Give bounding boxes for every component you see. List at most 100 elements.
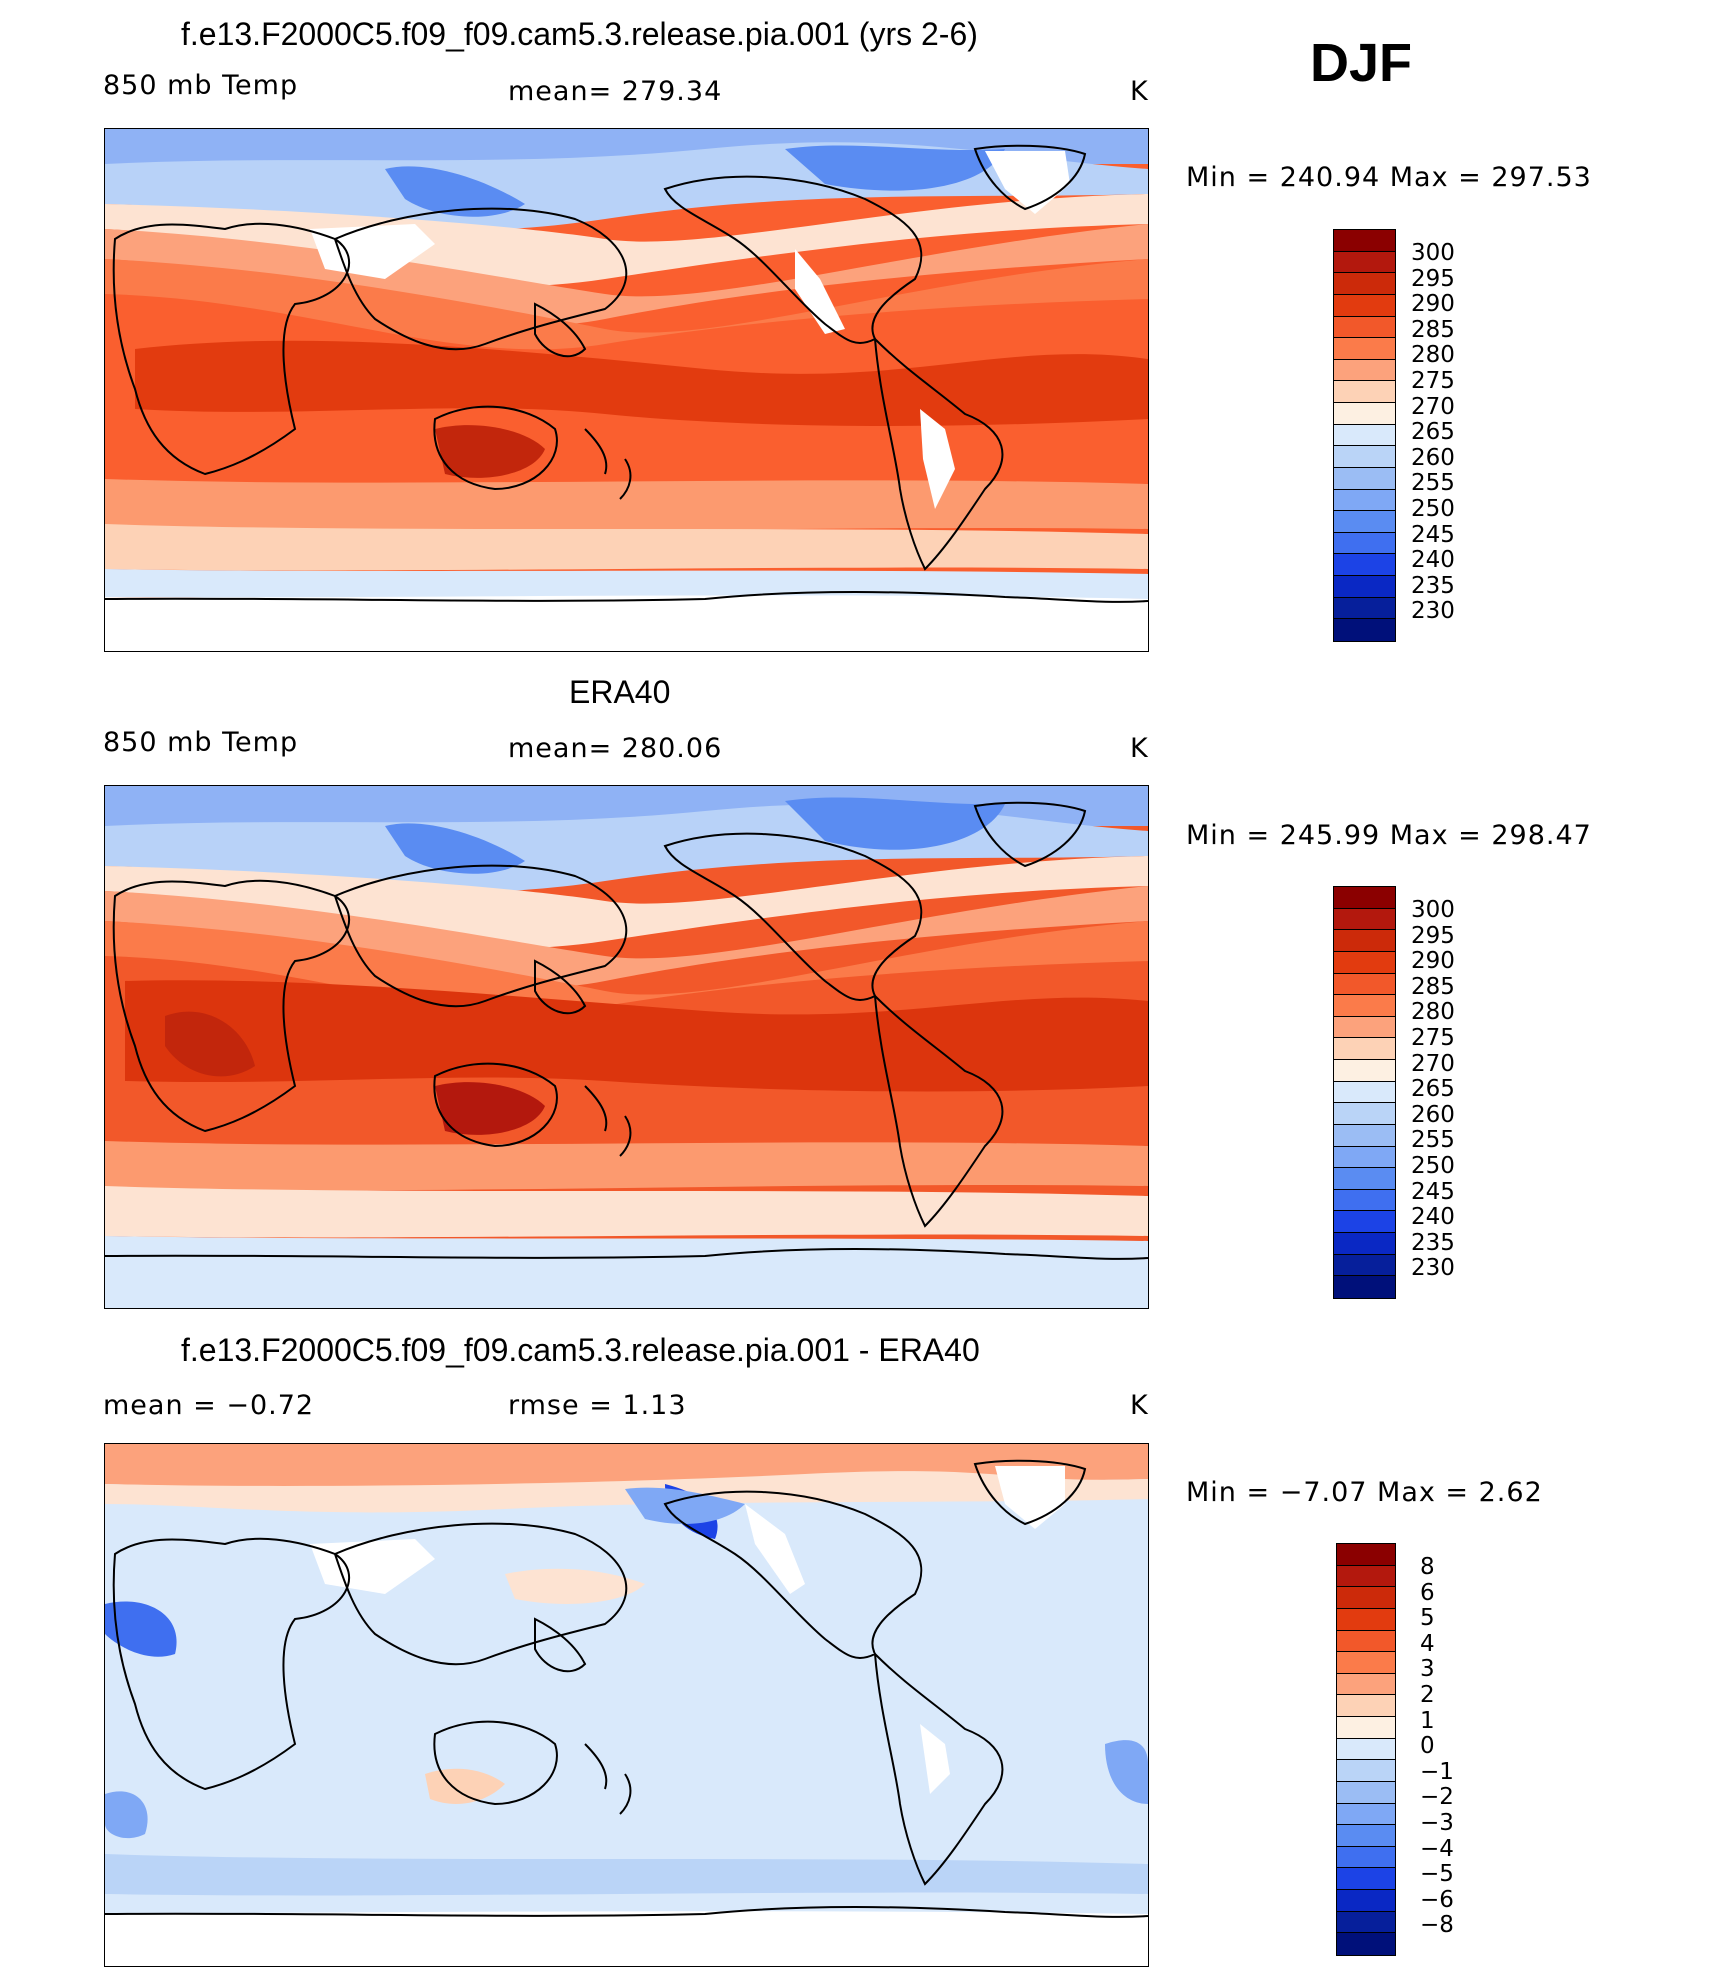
panel-2-units-label: K — [1130, 733, 1149, 764]
colorbar-swatch — [1337, 1911, 1395, 1934]
panel-3-map — [104, 1443, 1149, 1967]
colorbar-tick-label: 235 — [1411, 572, 1455, 599]
colorbar-swatch — [1337, 1868, 1395, 1890]
colorbar-swatch — [1337, 1587, 1395, 1609]
colorbar-tick-label: 285 — [1411, 973, 1455, 1000]
panel-3-colorbar-cells — [1337, 1544, 1395, 1955]
colorbar-swatch — [1337, 1803, 1395, 1826]
panel-2-map-plot — [105, 786, 1148, 1308]
colorbar-tick-label: 280 — [1411, 999, 1455, 1026]
panel-1-mean-label: mean= 279.34 — [508, 76, 723, 107]
colorbar-tick-label: 230 — [1411, 1255, 1455, 1282]
colorbar-swatch — [1334, 1060, 1395, 1082]
colorbar-swatch — [1337, 1652, 1395, 1674]
colorbar-swatch — [1334, 1254, 1395, 1277]
colorbar-tick-label: 255 — [1411, 1127, 1455, 1154]
colorbar-tick-label: −5 — [1420, 1861, 1454, 1888]
colorbar-swatch — [1334, 1038, 1395, 1060]
colorbar-tick-label: 270 — [1411, 393, 1455, 420]
panel-2-map — [104, 785, 1149, 1309]
colorbar-swatch — [1334, 230, 1395, 252]
colorbar-swatch — [1334, 467, 1395, 490]
panel-1-variable-label: 850 mb Temp — [103, 70, 299, 101]
colorbar-swatch — [1337, 1673, 1395, 1696]
colorbar-tick-label: −1 — [1420, 1758, 1454, 1785]
colorbar-tick-label: 255 — [1411, 470, 1455, 497]
colorbar-swatch — [1334, 951, 1395, 974]
colorbar-swatch — [1334, 489, 1395, 512]
colorbar-swatch — [1334, 1124, 1395, 1147]
colorbar-swatch — [1334, 597, 1395, 620]
panel-3-colorbar-ticks: 8 6 5 4 3 2 1 0 −1 −2 −3 −4 −5 −6 −8 — [1420, 1554, 1454, 1939]
colorbar-tick-label: 265 — [1411, 419, 1455, 446]
panel-2-colorbar — [1333, 886, 1396, 1299]
colorbar-tick-label: 2 — [1420, 1681, 1435, 1708]
colorbar-swatch — [1337, 1608, 1395, 1631]
colorbar-swatch — [1334, 1081, 1395, 1104]
colorbar-swatch — [1334, 359, 1395, 382]
colorbar-tick-label: 300 — [1411, 240, 1455, 266]
colorbar-swatch — [1334, 1146, 1395, 1169]
panel-3-title: f.e13.F2000C5.f09_f09.cam5.3.release.pia… — [181, 1332, 980, 1368]
colorbar-swatch — [1337, 1846, 1395, 1869]
panel-2-colorbar-ticks: 300 295 290 285 280 275 270 265 260 255 250 245 240 2… — [1411, 897, 1455, 1282]
colorbar-swatch — [1334, 930, 1395, 952]
colorbar-tick-label: 4 — [1420, 1630, 1435, 1657]
panel-3-minmax: Min = −7.07 Max = 2.62 — [1186, 1477, 1543, 1508]
colorbar-tick-label: 290 — [1411, 948, 1455, 975]
panel-2-variable-label: 850 mb Temp — [103, 727, 299, 758]
colorbar-swatch — [1337, 1890, 1395, 1912]
panel-2-colorbar-cells — [1334, 887, 1395, 1298]
panel-2-mean-label: mean= 280.06 — [508, 733, 723, 764]
panel-2-minmax: Min = 245.99 Max = 298.47 — [1186, 820, 1592, 851]
colorbar-swatch — [1334, 1276, 1395, 1298]
panel-3-colorbar — [1336, 1543, 1396, 1956]
panel-3-mean-label: mean = −0.72 — [103, 1390, 315, 1421]
colorbar-tick-label: 290 — [1411, 291, 1455, 318]
colorbar-swatch — [1337, 1760, 1395, 1782]
colorbar-tick-label: 5 — [1420, 1605, 1435, 1632]
colorbar-swatch — [1337, 1825, 1395, 1847]
colorbar-swatch — [1337, 1565, 1395, 1588]
colorbar-tick-label: −6 — [1420, 1886, 1454, 1913]
colorbar-tick-label: 8 — [1420, 1554, 1435, 1580]
colorbar-tick-label: 295 — [1411, 265, 1455, 292]
colorbar-swatch — [1334, 1211, 1395, 1233]
colorbar-tick-label: 250 — [1411, 1152, 1455, 1179]
colorbar-swatch — [1337, 1695, 1395, 1717]
colorbar-swatch — [1334, 511, 1395, 533]
colorbar-tick-label: 275 — [1411, 367, 1455, 394]
colorbar-swatch — [1334, 576, 1395, 598]
colorbar-tick-label: 6 — [1420, 1579, 1435, 1606]
colorbar-swatch — [1334, 273, 1395, 295]
colorbar-swatch — [1334, 554, 1395, 576]
colorbar-tick-label: 240 — [1411, 1204, 1455, 1231]
colorbar-swatch — [1337, 1781, 1395, 1804]
colorbar-swatch — [1334, 532, 1395, 555]
colorbar-tick-label: −4 — [1420, 1835, 1454, 1862]
colorbar-swatch — [1334, 424, 1395, 447]
colorbar-swatch — [1334, 1233, 1395, 1255]
colorbar-tick-label: 3 — [1420, 1656, 1435, 1683]
colorbar-swatch — [1334, 619, 1395, 641]
colorbar-tick-label: −3 — [1420, 1809, 1454, 1836]
colorbar-tick-label: 245 — [1411, 1178, 1455, 1205]
colorbar-swatch — [1334, 1168, 1395, 1190]
colorbar-tick-label: 275 — [1411, 1024, 1455, 1051]
panel-1-minmax: Min = 240.94 Max = 297.53 — [1186, 162, 1592, 193]
colorbar-swatch — [1334, 381, 1395, 403]
colorbar-swatch — [1334, 446, 1395, 468]
colorbar-swatch — [1337, 1630, 1395, 1653]
colorbar-tick-label: 0 — [1420, 1733, 1435, 1760]
panel-1-title: f.e13.F2000C5.f09_f09.cam5.3.release.pia… — [181, 16, 978, 52]
colorbar-swatch — [1334, 995, 1395, 1017]
colorbar-tick-label: 270 — [1411, 1050, 1455, 1077]
colorbar-tick-label: 265 — [1411, 1076, 1455, 1103]
panel-1-colorbar — [1333, 229, 1396, 642]
colorbar-tick-label: 250 — [1411, 495, 1455, 522]
colorbar-swatch — [1334, 908, 1395, 931]
panel-3-units-label: K — [1130, 1390, 1149, 1421]
colorbar-tick-label: 285 — [1411, 316, 1455, 343]
colorbar-swatch — [1337, 1717, 1395, 1739]
colorbar-swatch — [1334, 1189, 1395, 1212]
